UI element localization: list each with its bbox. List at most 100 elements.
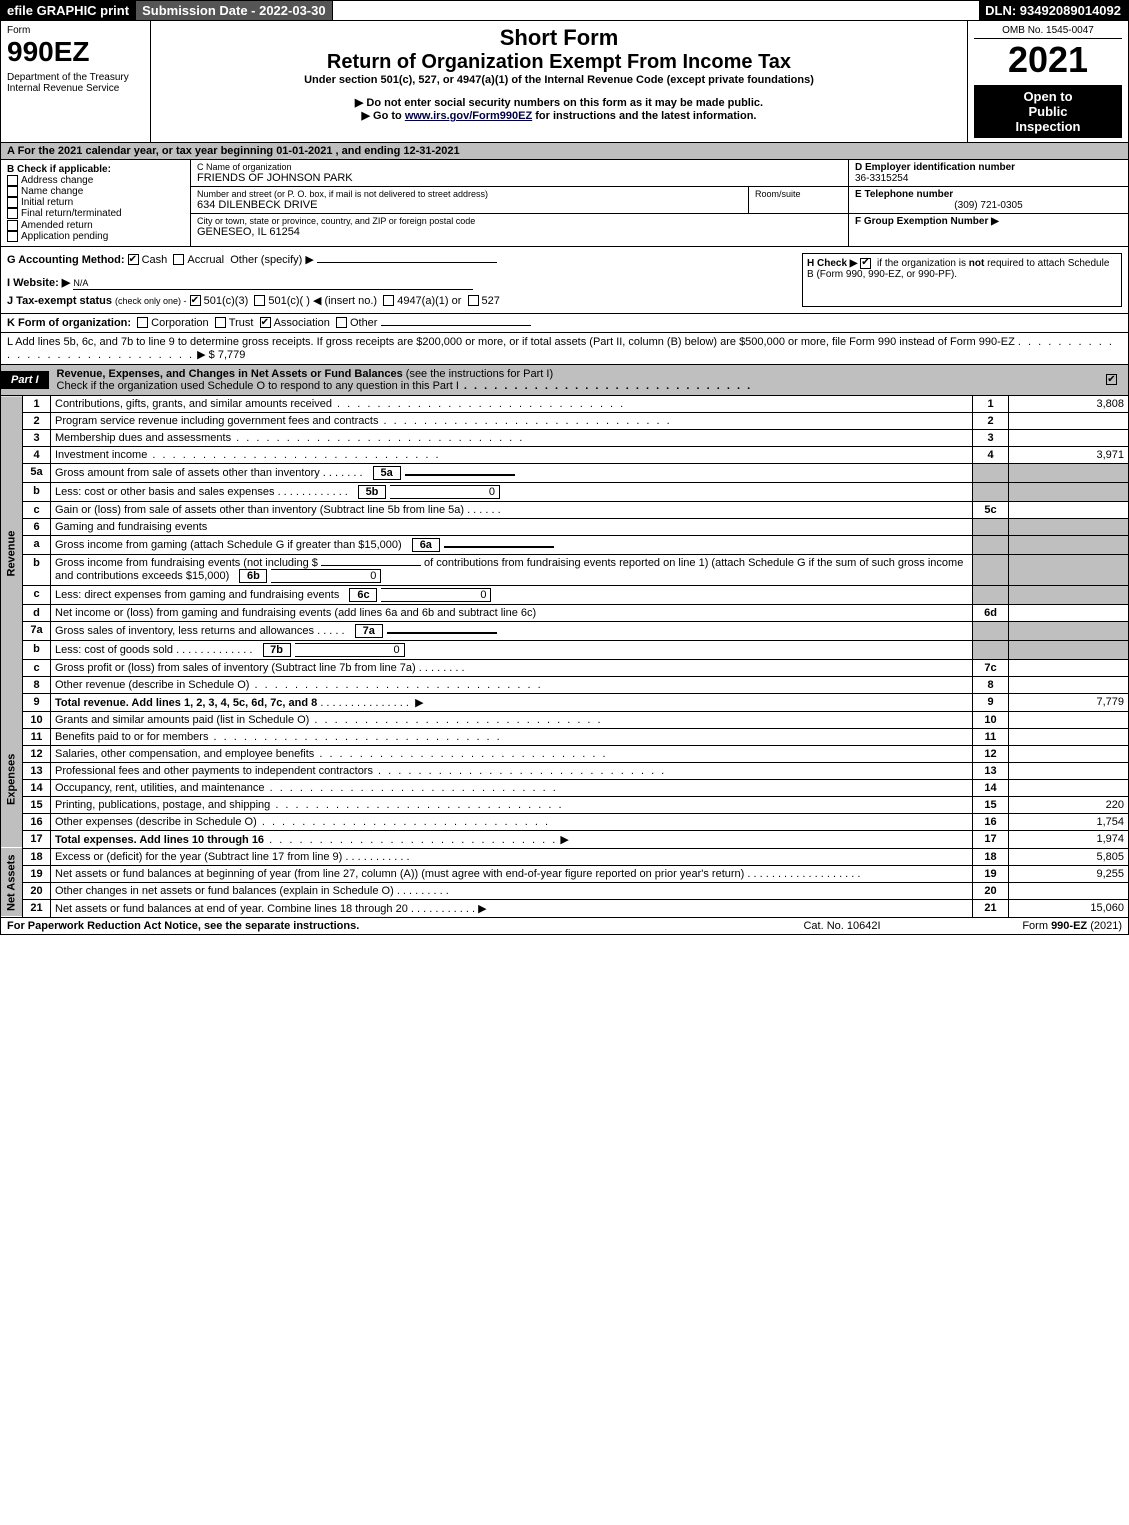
k-o3: Association: [274, 317, 330, 329]
g-accounting: G Accounting Method: Cash Accrual Other …: [7, 253, 802, 266]
line-k: K Form of organization: Corporation Trus…: [0, 314, 1129, 333]
g-cash-check[interactable]: [128, 254, 139, 265]
telephone: (309) 721-0305: [855, 200, 1122, 211]
line-a: A For the 2021 calendar year, or tax yea…: [0, 143, 1129, 160]
open-to-public: Open to Public Inspection: [974, 85, 1122, 138]
line-2: 2Program service revenue including gover…: [1, 412, 1129, 429]
line-19: 19Net assets or fund balances at beginni…: [1, 865, 1129, 882]
line-1: Revenue 1 Contributions, gifts, grants, …: [1, 396, 1129, 413]
goto-post: for instructions and the latest informat…: [535, 110, 756, 122]
part1-schedule-o-check[interactable]: [1106, 374, 1117, 385]
line-g-h: G Accounting Method: Cash Accrual Other …: [0, 247, 1129, 314]
j-o3: 4947(a)(1) or: [397, 295, 461, 307]
ein: 36-3315254: [855, 173, 1122, 184]
website-value: N/A: [73, 278, 88, 288]
h-check[interactable]: [860, 258, 871, 269]
i-label: I Website: ▶: [7, 277, 70, 289]
f-label: F Group Exemption Number ▶: [855, 216, 1122, 227]
ssn-warning: ▶ Do not enter social security numbers o…: [157, 96, 961, 109]
j-tax-exempt: J Tax-exempt status (check only one) - 5…: [7, 294, 802, 307]
top-bar: efile GRAPHIC print Submission Date - 20…: [0, 0, 1129, 21]
j-note: (check only one) -: [115, 296, 187, 306]
h-label: H Check ▶: [807, 258, 857, 269]
tax-year: 2021: [974, 39, 1122, 81]
form-ref: Form 990-EZ (2021): [942, 920, 1122, 932]
k-other-check[interactable]: [336, 317, 347, 328]
b-opt-amended[interactable]: Amended return: [7, 220, 184, 231]
paperwork-notice: For Paperwork Reduction Act Notice, see …: [7, 920, 742, 932]
l-value: $ 7,779: [209, 349, 246, 361]
line-12: 12Salaries, other compensation, and empl…: [1, 745, 1129, 762]
line-7c: cGross profit or (loss) from sales of in…: [1, 659, 1129, 676]
irs-link[interactable]: www.irs.gov/Form990EZ: [405, 110, 532, 122]
k-corp-check[interactable]: [137, 317, 148, 328]
org-street: 634 DILENBECK DRIVE: [197, 199, 742, 211]
goto-line: ▶ Go to www.irs.gov/Form990EZ for instru…: [157, 109, 961, 122]
title-return: Return of Organization Exempt From Incom…: [157, 51, 961, 74]
l-text: L Add lines 5b, 6c, and 7b to line 9 to …: [7, 336, 1015, 348]
cat-no: Cat. No. 10642I: [742, 920, 942, 932]
line-3: 3Membership dues and assessments3: [1, 429, 1129, 446]
line-17: 17Total expenses. Add lines 10 through 1…: [1, 830, 1129, 848]
k-trust-check[interactable]: [215, 317, 226, 328]
line-6d: dNet income or (loss) from gaming and fu…: [1, 604, 1129, 621]
line-10: Expenses 10Grants and similar amounts pa…: [1, 711, 1129, 728]
dln: DLN: 93492089014092: [979, 1, 1128, 20]
part1-title: Revenue, Expenses, and Changes in Net As…: [49, 365, 1098, 395]
room-suite-label: Room/suite: [748, 187, 848, 213]
line-15: 15Printing, publications, postage, and s…: [1, 796, 1129, 813]
page-footer: For Paperwork Reduction Act Notice, see …: [0, 918, 1129, 935]
j-o2: 501(c)( ) ◀ (insert no.): [268, 295, 377, 307]
irs-label: Internal Revenue Service: [7, 83, 144, 94]
line-21: 21Net assets or fund balances at end of …: [1, 899, 1129, 917]
line-8: 8Other revenue (describe in Schedule O)8: [1, 676, 1129, 693]
line-5c: cGain or (loss) from sale of assets othe…: [1, 501, 1129, 518]
b-opt-address[interactable]: Address change: [7, 175, 184, 186]
j-501c-check[interactable]: [254, 295, 265, 306]
b-opt-name[interactable]: Name change: [7, 186, 184, 197]
j-4947-check[interactable]: [383, 295, 394, 306]
l-arrow: ▶: [197, 349, 205, 361]
k-assoc-check[interactable]: [260, 317, 271, 328]
line-14: 14Occupancy, rent, utilities, and mainte…: [1, 779, 1129, 796]
org-name: FRIENDS OF JOHNSON PARK: [197, 172, 842, 184]
b-opt-initial[interactable]: Initial return: [7, 197, 184, 208]
k-label: K Form of organization:: [7, 317, 131, 329]
side-net-assets: Net Assets: [1, 848, 23, 917]
side-expenses: Expenses: [1, 711, 23, 848]
c-name-label: C Name of organization: [197, 162, 842, 172]
j-o1: 501(c)(3): [204, 295, 249, 307]
block-b-c-def: B Check if applicable: Address change Na…: [0, 160, 1129, 247]
efile-label[interactable]: efile GRAPHIC print: [1, 1, 136, 20]
open1: Open to: [978, 89, 1118, 104]
form-header: Form 990EZ Department of the Treasury In…: [0, 21, 1129, 143]
g-other: Other (specify) ▶: [230, 254, 314, 266]
h-not: not: [969, 258, 985, 269]
line-6a: aGross income from gaming (attach Schedu…: [1, 535, 1129, 554]
part1-header: Part I Revenue, Expenses, and Changes in…: [0, 365, 1129, 396]
g-accrual-check[interactable]: [173, 254, 184, 265]
e-label: E Telephone number: [855, 189, 1122, 200]
i-website: I Website: ▶ N/A: [7, 276, 802, 290]
line-7a: 7aGross sales of inventory, less returns…: [1, 621, 1129, 640]
b-opt-pending[interactable]: Application pending: [7, 231, 184, 242]
line-l: L Add lines 5b, 6c, and 7b to line 9 to …: [0, 333, 1129, 365]
j-527-check[interactable]: [468, 295, 479, 306]
part1-tab: Part I: [1, 371, 49, 389]
open2: Public: [978, 104, 1118, 119]
org-city: GENESEO, IL 61254: [197, 226, 842, 238]
title-short-form: Short Form: [157, 25, 961, 51]
line-20: 20Other changes in net assets or fund ba…: [1, 882, 1129, 899]
k-o4: Other: [350, 317, 378, 329]
g-label: G Accounting Method:: [7, 254, 125, 266]
line-13: 13Professional fees and other payments t…: [1, 762, 1129, 779]
omb-number: OMB No. 1545-0047: [974, 25, 1122, 39]
b-label: B Check if applicable:: [7, 164, 184, 175]
column-def: D Employer identification number 36-3315…: [848, 160, 1128, 246]
j-501c3-check[interactable]: [190, 295, 201, 306]
column-b: B Check if applicable: Address change Na…: [1, 160, 191, 246]
k-o2: Trust: [229, 317, 254, 329]
b-opt-final[interactable]: Final return/terminated: [7, 208, 184, 219]
dept-treasury: Department of the Treasury: [7, 72, 144, 83]
line-5a: 5aGross amount from sale of assets other…: [1, 463, 1129, 482]
